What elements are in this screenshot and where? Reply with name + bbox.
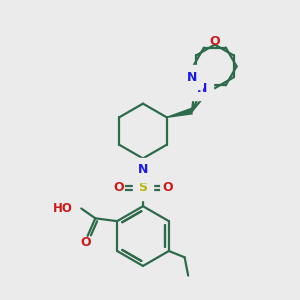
Text: HO: HO xyxy=(53,202,73,215)
Text: S: S xyxy=(139,182,148,194)
Text: N: N xyxy=(187,71,197,84)
Text: N: N xyxy=(197,82,207,94)
Text: O: O xyxy=(209,34,220,48)
Text: N: N xyxy=(138,163,148,176)
Text: O: O xyxy=(80,236,91,249)
Text: O: O xyxy=(162,182,173,194)
Text: O: O xyxy=(113,182,124,194)
Polygon shape xyxy=(167,108,192,117)
